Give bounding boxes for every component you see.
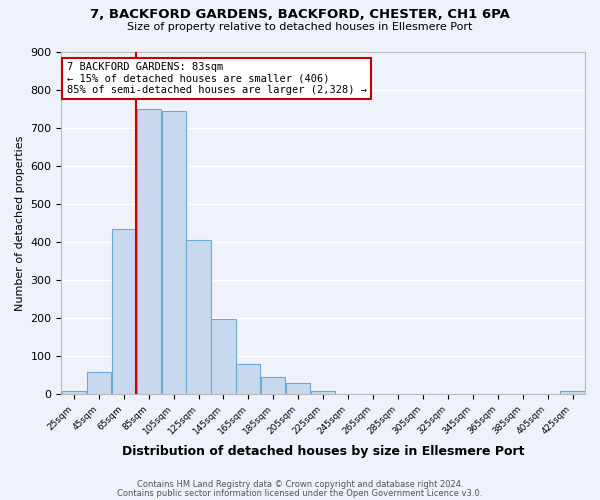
Bar	[62, 390, 86, 394]
Bar	[311, 390, 335, 394]
Bar	[161, 110, 185, 395]
Text: Contains public sector information licensed under the Open Government Licence v3: Contains public sector information licen…	[118, 488, 482, 498]
Bar	[236, 364, 260, 394]
Y-axis label: Number of detached properties: Number of detached properties	[15, 135, 25, 310]
Bar	[112, 228, 136, 394]
Bar	[261, 377, 286, 394]
Bar	[87, 372, 111, 394]
Bar	[286, 383, 310, 394]
Text: 7 BACKFORD GARDENS: 83sqm
← 15% of detached houses are smaller (406)
85% of semi: 7 BACKFORD GARDENS: 83sqm ← 15% of detac…	[67, 62, 367, 95]
Bar	[187, 240, 211, 394]
Text: Contains HM Land Registry data © Crown copyright and database right 2024.: Contains HM Land Registry data © Crown c…	[137, 480, 463, 489]
Text: Size of property relative to detached houses in Ellesmere Port: Size of property relative to detached ho…	[127, 22, 473, 32]
Bar	[211, 319, 236, 394]
X-axis label: Distribution of detached houses by size in Ellesmere Port: Distribution of detached houses by size …	[122, 444, 524, 458]
Bar	[560, 390, 584, 394]
Bar	[137, 108, 161, 395]
Text: 7, BACKFORD GARDENS, BACKFORD, CHESTER, CH1 6PA: 7, BACKFORD GARDENS, BACKFORD, CHESTER, …	[90, 8, 510, 20]
